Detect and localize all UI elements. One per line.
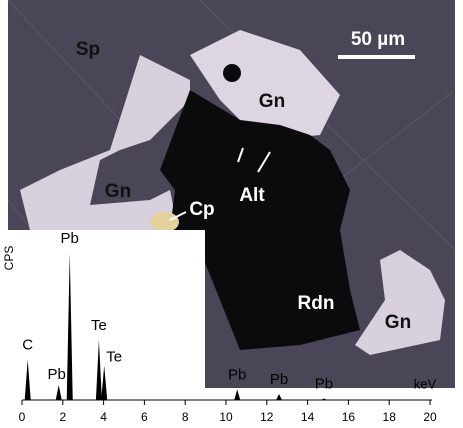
mineral-label: Gn [259,91,285,112]
pit [223,64,241,82]
peak-label: Pb [48,366,66,383]
mineral-label: Gn [385,312,411,333]
x-tick-label: 20 [423,410,437,424]
x-tick-label: 18 [383,410,397,424]
peak-label: Pb [270,371,288,388]
mineral-label: Cp [189,199,214,220]
x-tick-label: 10 [219,410,233,424]
peak-label: Pb [228,366,246,383]
scale-bar-label: 50 µm [351,29,405,50]
x-tick-label: 0 [19,410,26,424]
figure: 50 µm Sp Gn Gn Alt Cp Rdn Gn CPS keV 0 2 4 6 8 10 12… [0,0,463,428]
mineral-label: Gn [105,181,131,202]
x-axis-label: keV [414,376,437,391]
peak-label: C [22,336,33,353]
x-tick-label: 12 [260,410,274,424]
y-axis-label: CPS [2,246,16,271]
peak-label: Pb [61,230,79,247]
peak-label: Pb [315,375,333,392]
x-tick-label: 2 [59,410,66,424]
x-tick-label: 6 [141,410,148,424]
peak-label: Te [91,317,107,334]
x-tick-label: 16 [342,410,356,424]
peak-label: Te [106,348,122,365]
grain-cp [151,212,179,232]
mineral-label: Rdn [298,293,335,314]
mineral-label: Sp [76,39,100,60]
x-tick-label: 4 [100,410,107,424]
x-tick-label: 8 [182,410,189,424]
x-tick-label: 14 [301,410,315,424]
mineral-label: Alt [239,185,265,206]
